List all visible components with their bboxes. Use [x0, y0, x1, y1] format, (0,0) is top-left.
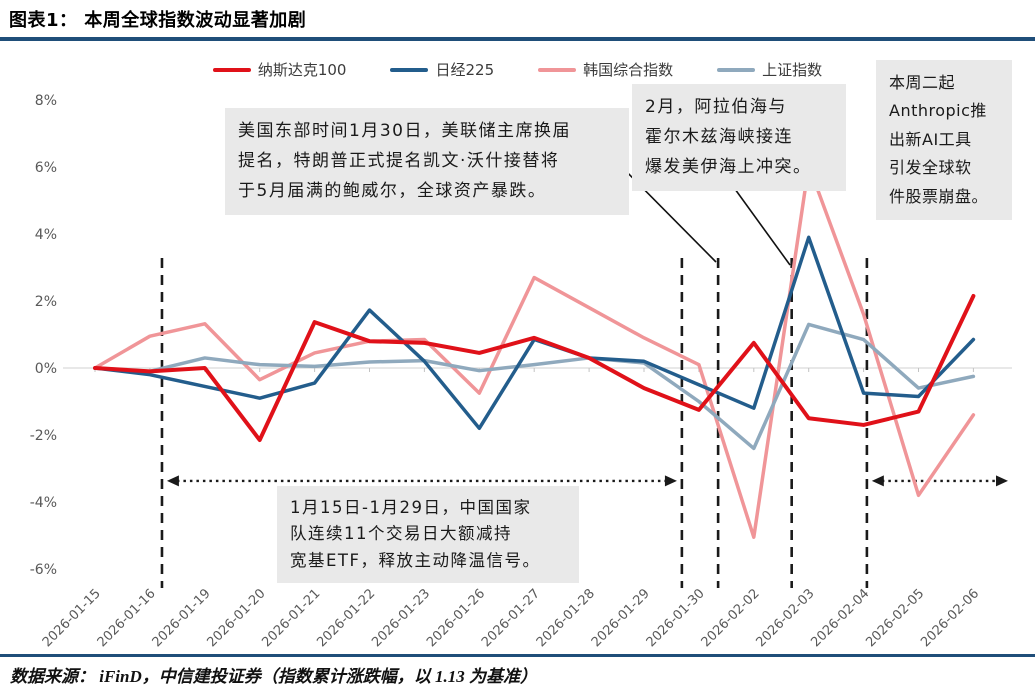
series-line-kospi: [93, 163, 976, 539]
legend-item-sse: 上证指数: [717, 59, 822, 80]
x-axis-tick: 2026-01-21: [259, 586, 323, 650]
y-axis: 8% 6% 4% 2% 0% -2% -4% -6%: [30, 93, 57, 578]
x-axis-tick: 2026-02-04: [808, 586, 872, 650]
line-chart: 8% 6% 4% 2% 0% -2% -4% -6% 2026-01-15 2026-01-16 2…: [0, 42, 1035, 656]
x-axis-tick: 2026-01-19: [150, 586, 214, 650]
x-axis-tick: 2026-01-27: [479, 586, 543, 650]
legend-swatch-sse: [717, 67, 756, 72]
legend-label-kospi: 韩国综合指数: [583, 61, 674, 79]
series-line-sse: [93, 322, 976, 451]
event-dashed-lines: [160, 258, 869, 588]
annotation-etf-reduction: 1月15日-1月29日，中国国家 队连续11个交易日大额减持 宽基ETF，释放主…: [277, 486, 579, 584]
x-axis-tick: 2026-01-22: [314, 586, 378, 650]
legend-item-nikkei-225: 日经225: [390, 59, 494, 80]
legend-label-nasdaq-100: 纳斯达克100: [257, 61, 347, 79]
x-axis-tick: 2026-01-15: [40, 586, 104, 650]
annotation-fed-nomination: 美国东部时间1月30日，美联储主席换届 提名，特朗普正式提名凯文·沃什接替将 于…: [225, 108, 629, 216]
figure-title: 图表1： 本周全球指数波动显著加剧: [9, 10, 307, 31]
legend-swatch-nikkei-225: [390, 67, 429, 72]
x-axis-tick: 2026-01-29: [589, 586, 653, 650]
x-axis-tick: 2026-01-16: [95, 586, 159, 650]
x-axis-tick: 2026-01-30: [644, 586, 708, 650]
y-axis-tick: -6%: [30, 562, 57, 578]
y-axis-tick: 6%: [35, 160, 57, 176]
annotation-anthropic-ai: 本周二起 Anthropic推 出新AI工具 引发全球软 件股票崩盘。: [876, 60, 1012, 221]
x-axis-tick: 2026-01-23: [369, 586, 433, 650]
chart-legend: 纳斯达克100 日经225 韩国综合指数 上证指数: [0, 59, 1035, 80]
legend-label-nikkei-225: 日经225: [435, 61, 495, 79]
x-axis-tick: 2026-01-20: [204, 586, 268, 650]
chart-canvas: 8%6%4%2%0%-2%-4%-6%2026-01-152026-01-162…: [30, 93, 1012, 650]
legend-item-kospi: 韩国综合指数: [538, 59, 673, 80]
x-axis-tick: 2026-02-03: [753, 586, 817, 650]
x-axis-tick: 2026-02-02: [699, 586, 763, 650]
top-rule: [0, 37, 1035, 41]
data-source: 数据来源： iFinD，中信建投证券（指数累计涨跌幅，以 1.13 为基准）: [10, 667, 538, 686]
y-axis-tick: 2%: [35, 294, 57, 310]
y-axis-tick: -2%: [30, 428, 57, 444]
legend-label-sse: 上证指数: [762, 61, 823, 79]
y-axis-tick: 4%: [35, 227, 57, 243]
annotation-sea-conflict: 2月，阿拉伯海与 霍尔木兹海峡接连 爆发美伊海上冲突。: [632, 84, 846, 192]
legend-swatch-kospi: [538, 67, 577, 72]
y-axis-tick: -4%: [30, 495, 57, 511]
legend-swatch-nasdaq-100: [212, 67, 251, 72]
series-line-nasdaq-100: [93, 293, 976, 443]
x-axis-labels: 2026-01-152026-01-162026-01-192026-01-20…: [40, 586, 982, 650]
y-axis-tick: 8%: [35, 93, 57, 109]
x-axis-tick: 2026-01-26: [424, 586, 488, 650]
bottom-rule: [0, 654, 1035, 657]
x-axis-tick: 2026-02-05: [863, 586, 927, 650]
x-axis-tick: 2026-01-28: [534, 586, 598, 650]
y-axis-tick: 0%: [35, 361, 57, 377]
x-axis-tick: 2026-02-06: [918, 586, 982, 650]
legend-item-nasdaq-100: 纳斯达克100: [212, 59, 347, 80]
period-arrows: [166, 475, 1008, 487]
